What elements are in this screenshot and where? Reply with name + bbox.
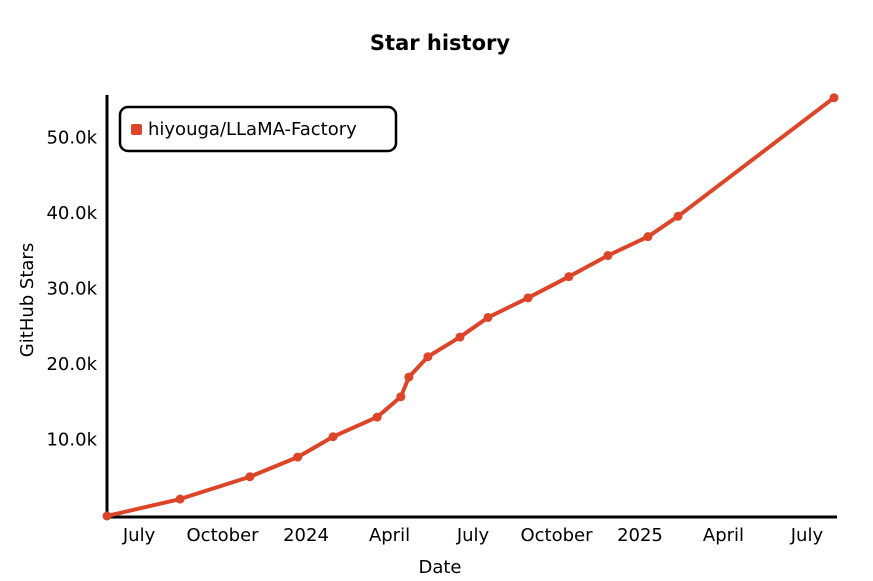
legend-swatch bbox=[131, 124, 142, 135]
x-tick-label: October bbox=[520, 525, 593, 546]
data-point bbox=[455, 332, 465, 342]
data-point bbox=[245, 472, 255, 482]
x-tick-label: 2024 bbox=[283, 525, 329, 546]
x-tick-label: April bbox=[369, 525, 410, 546]
data-point bbox=[102, 511, 112, 521]
data-point bbox=[829, 93, 839, 103]
x-tick-label: July bbox=[790, 525, 824, 546]
data-point bbox=[523, 293, 533, 303]
y-tick-label: 50.0k bbox=[46, 128, 97, 149]
x-axis-label: Date bbox=[418, 557, 461, 578]
y-tick-label: 20.0k bbox=[46, 354, 97, 375]
data-point bbox=[423, 352, 433, 362]
data-point bbox=[328, 432, 338, 442]
data-point bbox=[603, 251, 613, 261]
y-axis-label: GitHub Stars bbox=[17, 243, 38, 357]
y-tick-label: 40.0k bbox=[46, 203, 97, 224]
data-point bbox=[293, 452, 303, 462]
data-point bbox=[483, 312, 493, 322]
x-tick-label: July bbox=[456, 525, 490, 546]
series-line bbox=[105, 95, 836, 518]
data-point bbox=[673, 211, 683, 221]
chart-title: Star history bbox=[370, 31, 510, 55]
data-point bbox=[643, 232, 653, 242]
data-point bbox=[372, 412, 382, 422]
x-tick-label: April bbox=[703, 525, 744, 546]
data-point bbox=[175, 494, 185, 504]
legend-box bbox=[118, 105, 398, 153]
x-tick-label: July bbox=[122, 525, 156, 546]
x-tick-label: 2025 bbox=[617, 525, 663, 546]
legend-label: hiyouga/LLaMA-Factory bbox=[148, 119, 357, 140]
x-tick-label: October bbox=[187, 525, 260, 546]
y-tick-label: 30.0k bbox=[46, 279, 97, 300]
data-point bbox=[564, 272, 574, 282]
y-tick-label: 10.0k bbox=[46, 430, 97, 451]
data-point bbox=[404, 372, 414, 382]
data-point bbox=[396, 392, 406, 402]
